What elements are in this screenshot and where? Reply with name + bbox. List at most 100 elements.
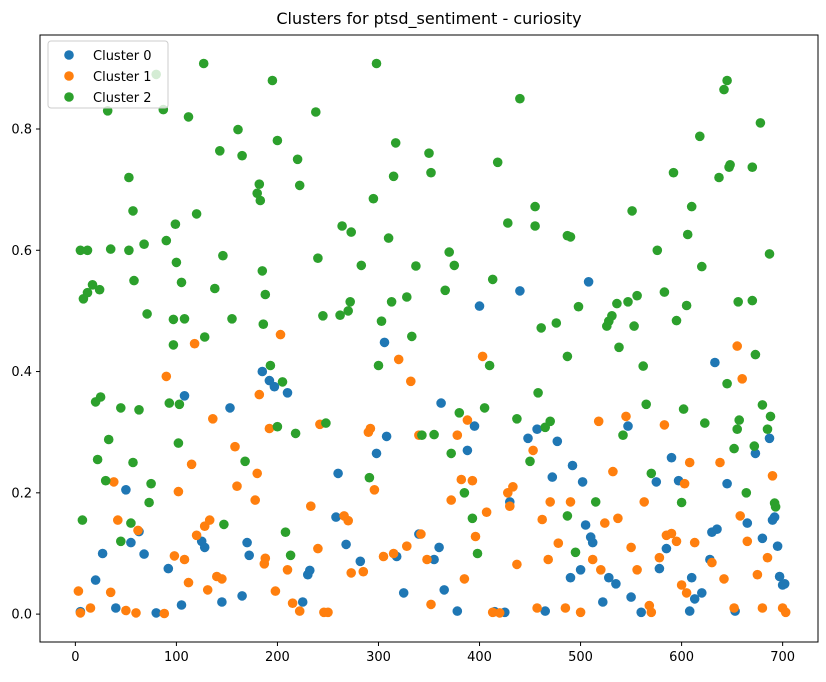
cluster-2-point [215, 146, 225, 156]
y-tick-label: 0.2 [11, 486, 32, 501]
cluster-1-point [113, 515, 123, 525]
cluster-2-point [590, 497, 601, 507]
cluster-2-point [652, 245, 663, 256]
cluster-0-point [462, 445, 473, 456]
cluster-2-point [240, 456, 250, 467]
cluster-2-point [770, 502, 781, 512]
cluster-0-point [523, 433, 533, 444]
cluster-2-point [530, 201, 540, 212]
cluster-0-point [764, 433, 775, 444]
cluster-2-point [267, 75, 278, 86]
cluster-2-point [484, 360, 495, 371]
cluster-1-point [639, 497, 649, 507]
cluster-1-point [689, 537, 700, 548]
cluster-2-point [218, 250, 228, 261]
cluster-0-point [381, 431, 392, 442]
cluster-1-point [632, 565, 642, 575]
cluster-2-point [356, 260, 367, 271]
cluster-2-point [446, 448, 457, 459]
cluster-2-point [570, 547, 581, 558]
cluster-1-point [715, 457, 725, 468]
cluster-2-point [383, 233, 394, 243]
cluster-1-point [487, 607, 498, 618]
legend-label: Cluster 2 [93, 91, 152, 106]
cluster-0-point [666, 452, 677, 463]
cluster-1-point [75, 608, 86, 618]
cluster-2-point [402, 292, 412, 302]
cluster-0-point [126, 537, 136, 548]
cluster-0-point [371, 448, 382, 459]
cluster-2-point [757, 400, 768, 410]
cluster-2-point [95, 392, 106, 402]
cluster-2-point [219, 519, 229, 530]
cluster-2-point [129, 275, 139, 286]
x-tick-label: 300 [366, 650, 391, 665]
cluster-2-point [695, 131, 705, 142]
cluster-1-point [626, 542, 636, 553]
cluster-0-point [636, 607, 646, 618]
cluster-2-point [492, 157, 503, 168]
cluster-2-point [614, 342, 624, 353]
cluster-1-point [406, 376, 416, 387]
x-tick-label: 700 [770, 650, 795, 665]
cluster-1-point [287, 598, 298, 608]
cluster-0-point [515, 286, 525, 296]
cluster-0-point [474, 301, 485, 311]
cluster-1-point [186, 459, 197, 470]
cluster-0-point [151, 608, 161, 618]
cluster-2-point [343, 306, 354, 316]
cluster-2-point [479, 403, 490, 413]
cluster-0-point [139, 549, 149, 559]
cluster-2-point [741, 488, 752, 498]
cluster-1-point [346, 568, 357, 578]
cluster-1-point [422, 554, 432, 565]
legend-marker [64, 71, 74, 81]
cluster-1-point [208, 414, 218, 424]
cluster-2-point [388, 171, 399, 182]
cluster-2-point [533, 388, 543, 398]
legend: Cluster 0 Cluster 1 Cluster 2 [47, 40, 169, 109]
cluster-2-point [618, 430, 628, 441]
cluster-0-point [654, 563, 665, 574]
cluster-2-point [444, 247, 455, 257]
cluster-1-point [264, 423, 275, 434]
cluster-2-point [417, 430, 427, 441]
cluster-2-point [525, 456, 535, 467]
cluster-1-point [426, 599, 436, 610]
cluster-2-point [176, 277, 187, 288]
cluster-0-point [626, 592, 636, 602]
legend-box [47, 40, 169, 109]
cluster-1-point [719, 574, 729, 584]
cluster-0-point [532, 424, 542, 435]
cluster-2-point [280, 527, 291, 537]
cluster-2-point [272, 421, 283, 432]
cluster-0-point [242, 537, 252, 548]
cluster-2-point [161, 235, 172, 246]
cluster-0-point [583, 277, 594, 287]
cluster-1-point [575, 607, 586, 618]
cluster-1-point [505, 501, 515, 512]
cluster-1-point [378, 551, 389, 562]
cluster-1-point [204, 515, 215, 525]
cluster-0-point [779, 579, 790, 589]
cluster-1-point [593, 416, 604, 427]
cluster-2-point [623, 297, 633, 307]
cluster-2-point [681, 300, 692, 311]
cluster-2-point [565, 232, 576, 242]
cluster-1-point [250, 495, 260, 505]
cluster-1-point [260, 553, 271, 564]
cluster-0-point [237, 591, 247, 601]
cluster-0-point [199, 542, 210, 553]
cluster-1-point [173, 486, 184, 497]
cluster-0-point [398, 588, 409, 598]
cluster-0-point [333, 468, 343, 479]
cluster-1-point [767, 471, 778, 481]
cluster-2-point [459, 488, 470, 498]
cluster-1-point [752, 569, 763, 580]
cluster-2-point [191, 209, 202, 219]
cluster-1-point [462, 415, 473, 425]
cluster-0-point [225, 403, 235, 413]
cluster-2-point [233, 124, 243, 135]
cluster-1-point [131, 608, 141, 618]
cluster-2-point [227, 314, 237, 324]
